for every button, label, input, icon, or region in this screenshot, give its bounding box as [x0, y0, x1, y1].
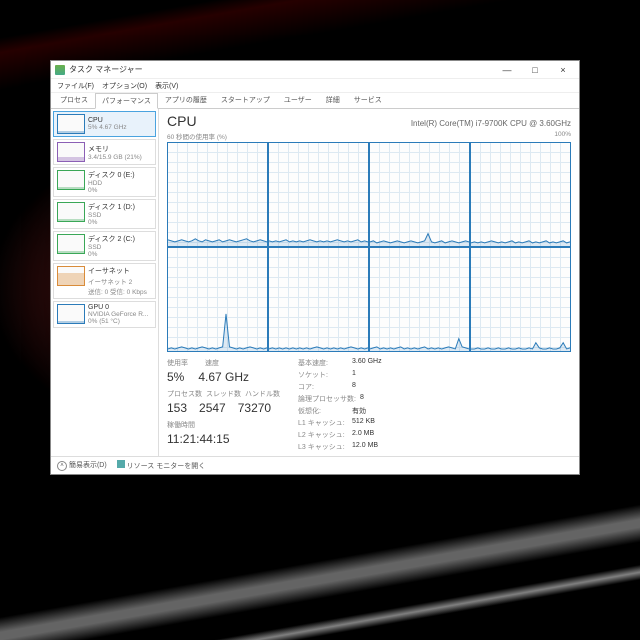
sidebar-text: CPU5% 4.67 GHz: [88, 114, 127, 134]
fewer-details-button[interactable]: ˄ 簡易表示(D): [57, 460, 107, 471]
fewer-details-label: 簡易表示(D): [69, 462, 107, 469]
lbl-thr: スレッド数: [206, 389, 241, 399]
spec-row-2: コア:8: [298, 382, 382, 392]
stats-area: 使用率速度 5% 4.67 GHz プロセス数スレッド数ハンドル数 153 2547…: [167, 358, 571, 452]
val-proc: 153: [167, 401, 187, 415]
cpu-core-chart-7: [470, 247, 571, 352]
spec-row-6: L2 キャッシュ:2.0 MB: [298, 430, 382, 440]
spec-row-4: 仮想化:有効: [298, 406, 382, 416]
sidebar-thumb: [57, 142, 85, 162]
spec-row-5: L1 キャッシュ:512 KB: [298, 418, 382, 428]
sidebar-thumb: [57, 202, 85, 222]
lbl-uptime: 稼働時間: [167, 420, 280, 430]
val-thr: 2547: [199, 401, 226, 415]
lbl-speed: 速度: [205, 358, 239, 368]
sidebar-text: ディスク 0 (E:)HDD0%: [88, 170, 135, 194]
lbl-proc: プロセス数: [167, 389, 202, 399]
sidebar-text: イーサネットイーサネット 2送信: 0 受信: 0 Kbps: [88, 266, 147, 296]
menu-file[interactable]: ファイル(F): [57, 81, 94, 91]
sidebar-item-4[interactable]: ディスク 2 (C:)SSD0%: [53, 231, 156, 261]
sidebar-thumb: [57, 304, 85, 324]
cpu-core-chart-grid[interactable]: [167, 142, 571, 352]
tab-1[interactable]: パフォーマンス: [95, 93, 158, 109]
lbl-util: 使用率: [167, 358, 201, 368]
sidebar-text: ディスク 1 (D:)SSD0%: [88, 202, 135, 226]
spec-row-0: 基本速度:3.60 GHz: [298, 358, 382, 368]
sidebar-text: ディスク 2 (C:)SSD0%: [88, 234, 135, 258]
val-uptime: 11:21:44:15: [167, 432, 280, 446]
sidebar-thumb: [57, 170, 85, 190]
tab-6[interactable]: サービス: [347, 92, 389, 108]
cpu-core-chart-5: [268, 247, 369, 352]
sidebar-item-2[interactable]: ディスク 0 (E:)HDD0%: [53, 167, 156, 197]
minimize-button[interactable]: —: [493, 61, 521, 78]
menu-view[interactable]: 表示(V): [155, 81, 178, 91]
tab-4[interactable]: ユーザー: [277, 92, 319, 108]
val-hnd: 73270: [238, 401, 271, 415]
resmon-icon: [117, 460, 125, 468]
open-resmon-label: リソース モニターを開く: [127, 463, 206, 470]
cpu-core-chart-2: [369, 142, 470, 247]
tab-0[interactable]: プロセス: [53, 92, 95, 108]
sidebar-text: GPU 0NVIDIA GeForce R...0% (51 °C): [88, 304, 148, 325]
app-icon: [55, 65, 65, 75]
sidebar-thumb: [57, 234, 85, 254]
titlebar[interactable]: タスク マネージャー — □ ×: [51, 61, 579, 79]
tab-5[interactable]: 詳細: [319, 92, 347, 108]
cpu-core-chart-6: [369, 247, 470, 352]
spec-row-7: L3 キャッシュ:12.0 MB: [298, 442, 382, 452]
window-title: タスク マネージャー: [69, 64, 493, 75]
chevron-up-icon: ˄: [57, 461, 67, 471]
cpu-core-chart-3: [470, 142, 571, 247]
sidebar: CPU5% 4.67 GHz メモリ3.4/15.9 GB (21%) ディスク 0…: [51, 109, 159, 456]
tab-3[interactable]: スタートアップ: [214, 92, 277, 108]
sidebar-thumb: [57, 266, 85, 286]
cpu-core-chart-1: [268, 142, 369, 247]
sidebar-text: メモリ3.4/15.9 GB (21%): [88, 142, 142, 162]
val-util: 5%: [167, 370, 184, 384]
open-resmon-button[interactable]: リソース モニターを開く: [117, 460, 206, 471]
cpu-core-chart-4: [167, 247, 268, 352]
val-speed: 4.67 GHz: [198, 370, 249, 384]
footer: ˄ 簡易表示(D) リソース モニターを開く: [51, 456, 579, 474]
stats-right: 基本速度:3.60 GHz ソケット:1 コア:8 論理プロセッサ数:8 仮想化:有効 L…: [298, 358, 382, 452]
lbl-hnd: ハンドル数: [245, 389, 280, 399]
spec-row-1: ソケット:1: [298, 370, 382, 380]
cpu-core-chart-0: [167, 142, 268, 247]
sidebar-item-6[interactable]: GPU 0NVIDIA GeForce R...0% (51 °C): [53, 301, 156, 328]
maximize-button[interactable]: □: [521, 61, 549, 78]
sidebar-item-1[interactable]: メモリ3.4/15.9 GB (21%): [53, 139, 156, 165]
sidebar-thumb: [57, 114, 85, 134]
tabstrip: プロセスパフォーマンスアプリの履歴スタートアップユーザー詳細サービス: [51, 93, 579, 109]
chart-right-label: 100%: [554, 131, 571, 141]
panel-heading: CPU: [167, 113, 197, 129]
tab-2[interactable]: アプリの履歴: [158, 92, 214, 108]
chart-left-label: 60 秒間の使用率 (%): [167, 131, 227, 141]
task-manager-window: タスク マネージャー — □ × ファイル(F) オプション(O) 表示(V) …: [50, 60, 580, 475]
menubar: ファイル(F) オプション(O) 表示(V): [51, 79, 579, 93]
window-body: CPU5% 4.67 GHzメモリ3.4/15.9 GB (21%)ディスク 0…: [51, 109, 579, 456]
cpu-model-name: Intel(R) Core(TM) i7-9700K CPU @ 3.60GHz: [411, 119, 571, 128]
sidebar-item-3[interactable]: ディスク 1 (D:)SSD0%: [53, 199, 156, 229]
stats-left: 使用率速度 5% 4.67 GHz プロセス数スレッド数ハンドル数 153 2547…: [167, 358, 280, 452]
close-button[interactable]: ×: [549, 61, 577, 78]
sidebar-item-5[interactable]: イーサネットイーサネット 2送信: 0 受信: 0 Kbps: [53, 263, 156, 299]
menu-options[interactable]: オプション(O): [102, 81, 147, 91]
spec-row-3: 論理プロセッサ数:8: [298, 394, 382, 404]
main-panel: CPU Intel(R) Core(TM) i7-9700K CPU @ 3.6…: [159, 109, 579, 456]
sidebar-item-0[interactable]: CPU5% 4.67 GHz: [53, 111, 156, 137]
